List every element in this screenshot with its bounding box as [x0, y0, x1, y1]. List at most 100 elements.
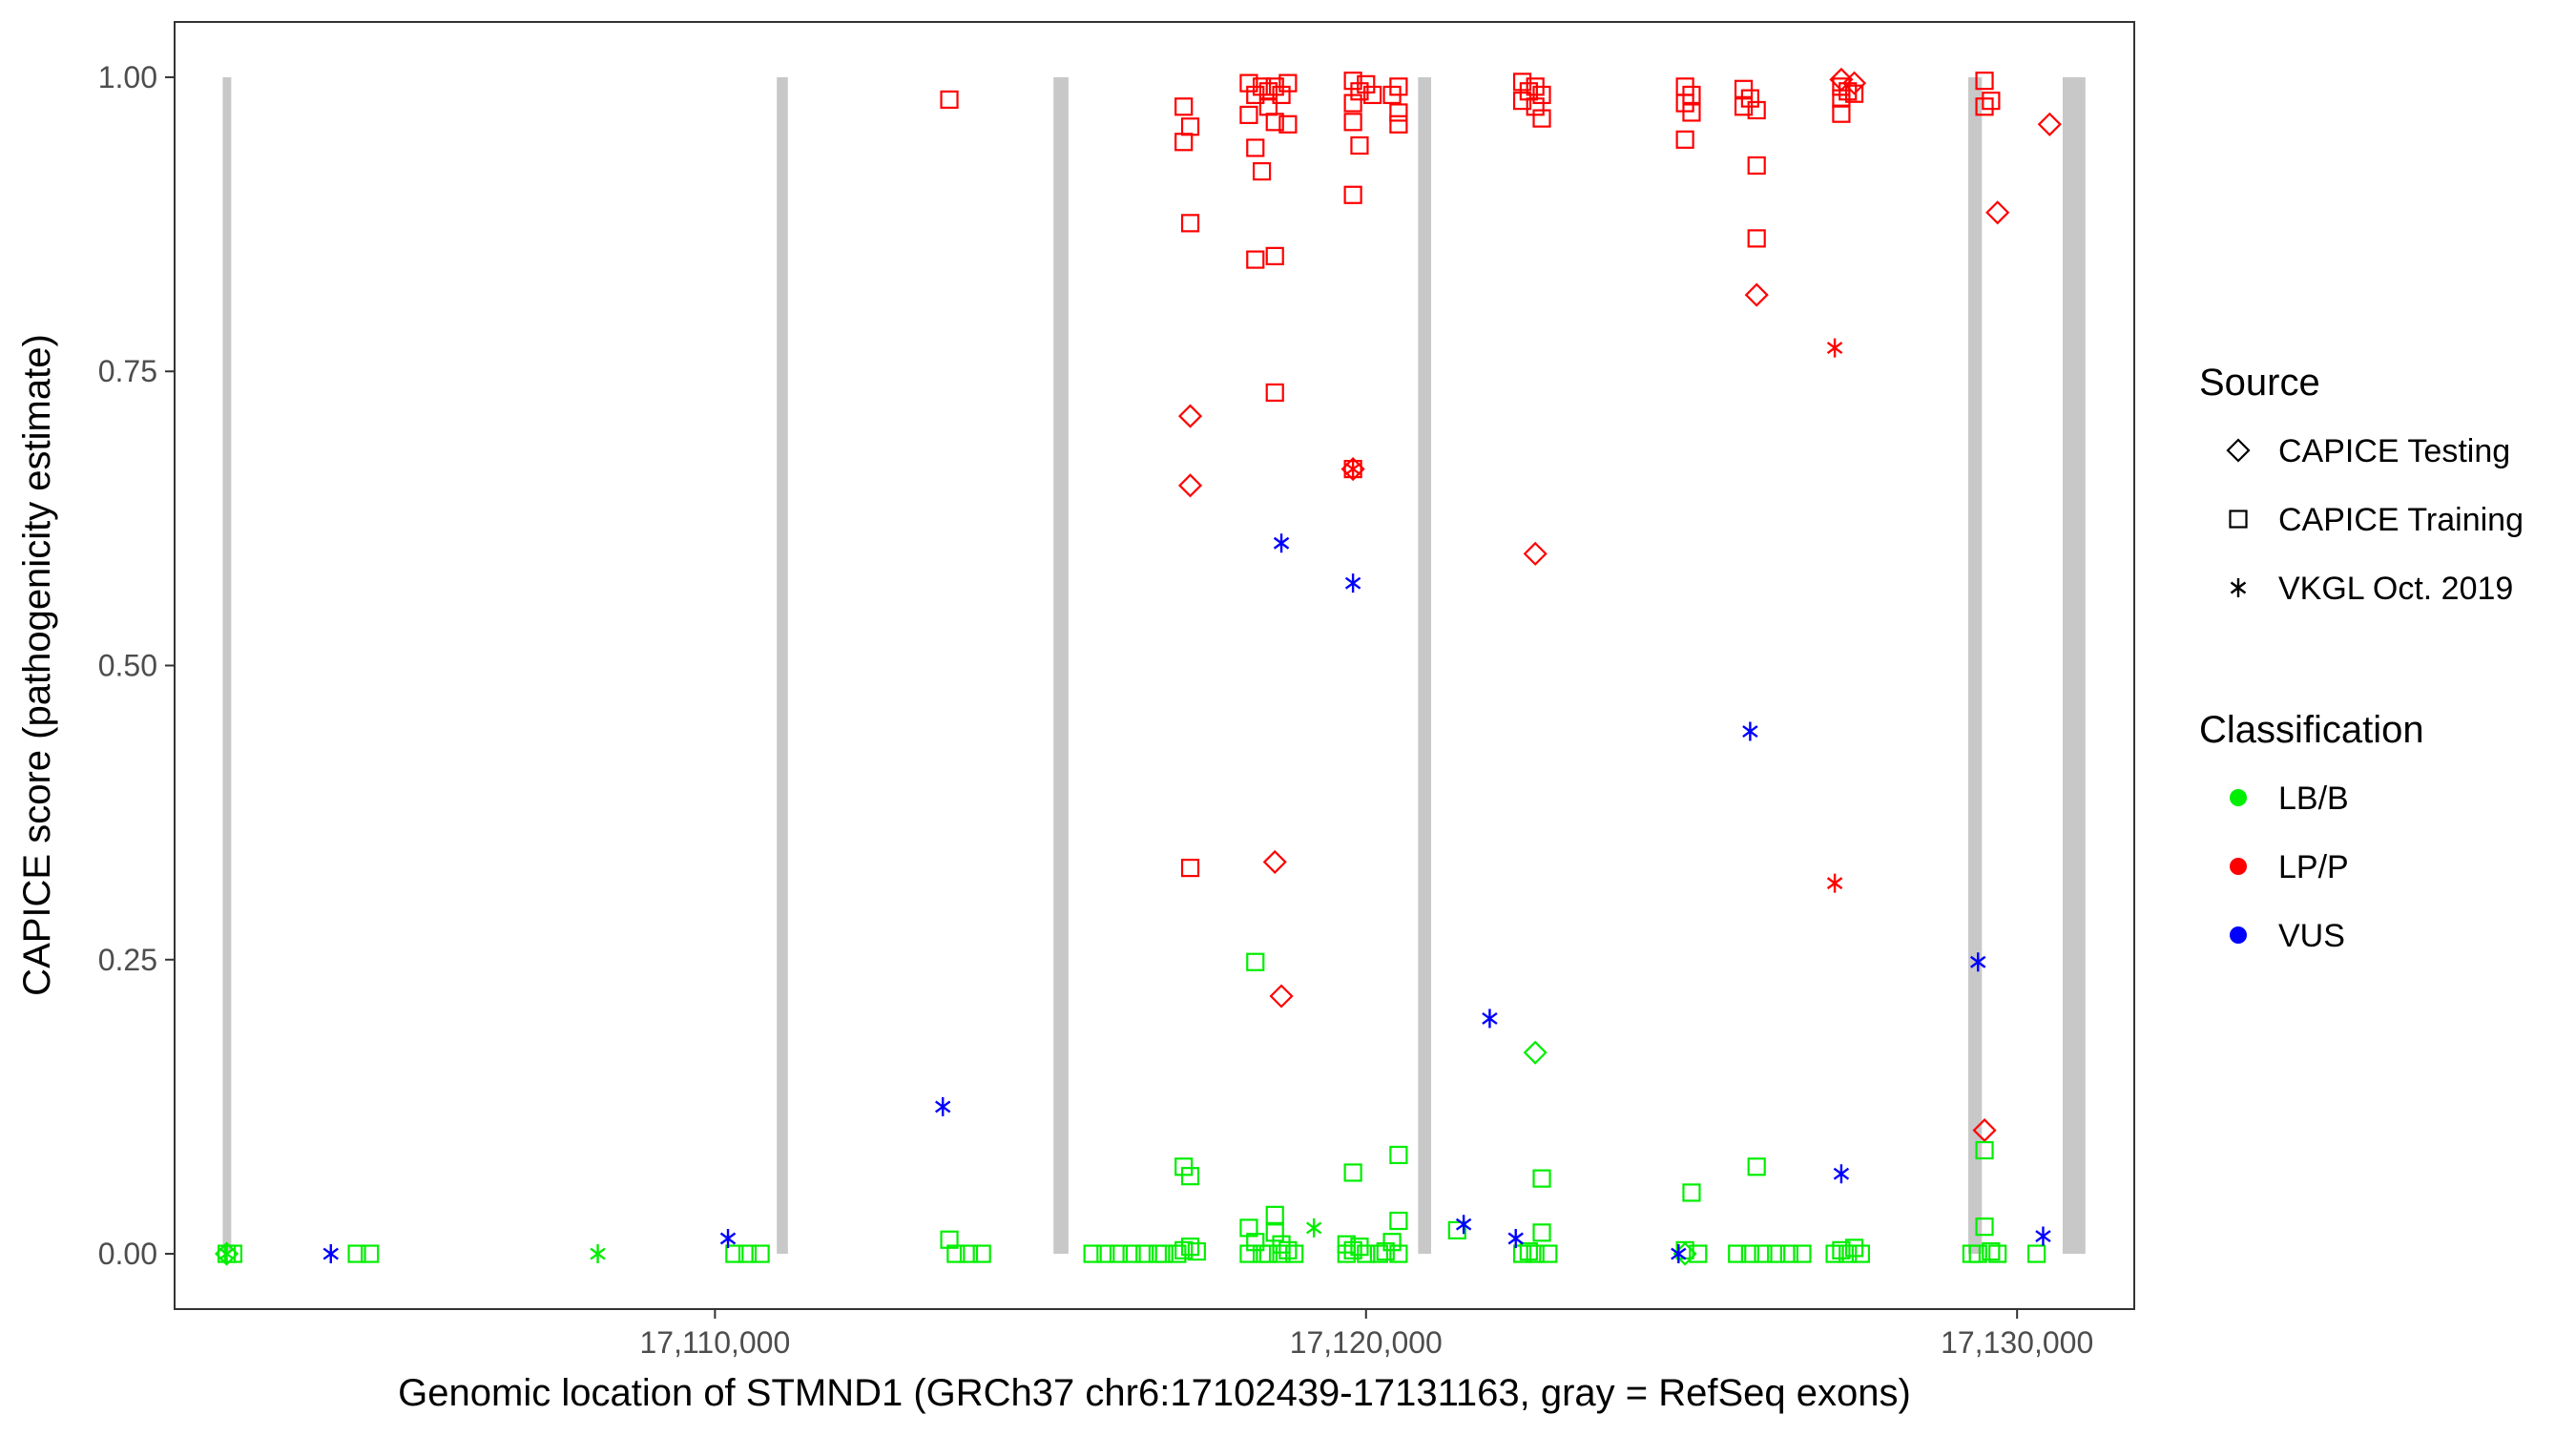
data-point — [1357, 74, 1376, 94]
data-point — [1742, 721, 1758, 741]
data-point — [1272, 1244, 1291, 1263]
exon-bar — [2062, 76, 2086, 1255]
data-point — [1177, 404, 1203, 428]
legend-class-label: LB/B — [2278, 780, 2349, 817]
data-point — [1382, 1233, 1402, 1252]
data-point — [1968, 1244, 1987, 1263]
legend-class-label: LP/P — [2278, 849, 2349, 885]
y-axis: 0.00 0.25 0.50 0.75 1.00 — [98, 60, 175, 1271]
data-point — [347, 1244, 366, 1263]
data-point — [1174, 1240, 1194, 1259]
data-point — [1985, 200, 2010, 225]
exon-bar — [777, 76, 788, 1255]
data-point — [1539, 1244, 1558, 1263]
x-tick-label: 17,130,000 — [1941, 1325, 2093, 1360]
data-point — [2027, 1244, 2046, 1263]
data-point — [1262, 849, 1287, 874]
data-point — [1747, 1157, 1766, 1176]
data-point — [1532, 1223, 1551, 1242]
data-point — [1975, 1140, 1994, 1160]
legend-classification-title: Classification — [2199, 709, 2424, 751]
data-point — [1122, 1244, 1141, 1263]
legend-key-asterisk — [2230, 578, 2247, 597]
data-point — [1343, 185, 1362, 204]
data-point — [1246, 138, 1265, 157]
data-point — [1246, 85, 1265, 105]
data-point — [1273, 533, 1290, 553]
legend-key-color — [2230, 858, 2247, 875]
data-point — [1174, 97, 1194, 116]
exon-bar — [1053, 76, 1069, 1255]
data-point — [1754, 1244, 1773, 1263]
data-point — [1682, 103, 1701, 122]
legend-class-items: LB/B LP/P VUS — [2230, 780, 2349, 954]
data-point — [1278, 73, 1298, 93]
data-point — [1839, 82, 1858, 101]
data-point — [1833, 1164, 1850, 1184]
y-tick-label: 1.00 — [98, 60, 157, 94]
data-point — [1305, 1217, 1322, 1238]
data-point — [218, 1244, 235, 1264]
legend-source-items: CAPICE Testing CAPICE Training VKGL Oct. 2… — [2226, 433, 2524, 607]
data-point — [1246, 1233, 1265, 1252]
data-point — [1340, 457, 1365, 482]
data-point — [1839, 1244, 1858, 1263]
legend-key-color — [2230, 789, 2247, 806]
data-point — [1389, 1244, 1408, 1263]
data-point — [1180, 858, 1200, 878]
data-point — [1154, 1244, 1174, 1263]
data-point — [322, 1244, 339, 1264]
data-point — [1389, 1211, 1408, 1231]
data-point — [725, 1244, 744, 1263]
data-point — [1832, 104, 1851, 123]
x-tick-label: 17,120,000 — [1290, 1325, 1443, 1360]
data-point — [1382, 85, 1402, 105]
data-point — [1982, 92, 2001, 111]
data-point — [1512, 1244, 1532, 1263]
data-point — [1826, 338, 1843, 358]
data-point — [1826, 873, 1843, 893]
data-point — [1180, 1238, 1200, 1257]
data-point — [940, 1230, 959, 1249]
data-point — [1832, 1240, 1851, 1259]
data-point — [940, 90, 959, 109]
data-point — [1363, 85, 1382, 105]
data-point — [1671, 1244, 1687, 1264]
data-point — [1083, 1244, 1102, 1263]
data-point — [1265, 383, 1284, 403]
legend-key-square — [2229, 510, 2248, 529]
data-point — [1523, 541, 1548, 566]
y-tick-label: 0.75 — [98, 354, 157, 388]
data-point — [1135, 1244, 1154, 1263]
data-point — [1357, 1244, 1376, 1263]
data-point — [719, 1229, 737, 1249]
data-point — [1239, 73, 1258, 93]
data-point — [1350, 1238, 1369, 1257]
exon-bar — [1418, 76, 1432, 1255]
data-point — [1767, 1244, 1786, 1263]
legend: Source CAPICE Testing CAPICE Training VKGL… — [2199, 362, 2524, 954]
data-point — [1239, 1244, 1258, 1263]
data-point — [1350, 82, 1369, 101]
data-point — [1988, 1244, 2007, 1263]
data-point — [1389, 1145, 1408, 1165]
data-point — [1109, 1244, 1129, 1263]
data-point — [1174, 133, 1194, 152]
data-point — [1982, 1241, 2001, 1261]
data-point — [361, 1244, 380, 1263]
data-point — [972, 1244, 991, 1263]
x-tick-label: 17,110,000 — [639, 1325, 790, 1360]
data-point — [1519, 1241, 1538, 1261]
data-point — [1532, 1169, 1551, 1188]
data-point — [2037, 112, 2062, 136]
data-point — [1272, 85, 1291, 105]
data-point — [935, 1096, 951, 1116]
legend-key-diamond — [2226, 438, 2251, 463]
data-point — [1526, 97, 1545, 116]
data-point — [959, 1244, 979, 1263]
data-point — [1174, 1157, 1194, 1176]
data-point — [1285, 1244, 1304, 1263]
data-point — [1844, 1238, 1864, 1258]
